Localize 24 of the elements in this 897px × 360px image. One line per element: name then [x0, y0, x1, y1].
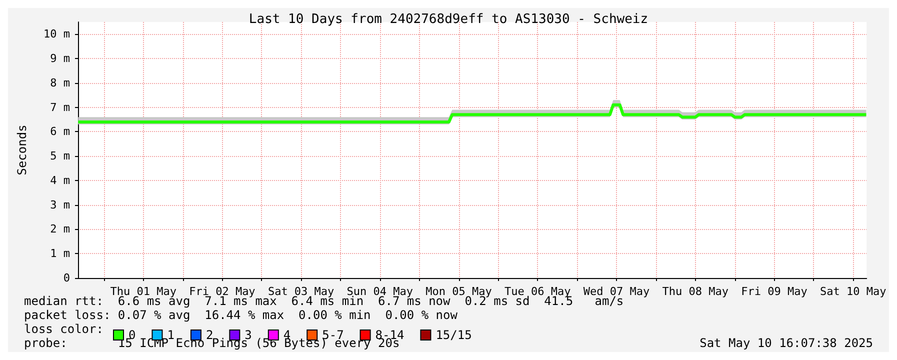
text: loss color:	[24, 322, 104, 336]
y-tick-label: 0	[63, 272, 70, 284]
text: packet loss: 0.07 % avg 16.44 % max 0.00 % min 0.00 % now	[24, 308, 458, 322]
y-tick-label: 6 m	[50, 125, 70, 138]
y-axis-title: Seconds	[15, 124, 29, 176]
legend-label: 15/15	[436, 328, 472, 342]
x-tick-label: Thu 08 May	[662, 285, 729, 298]
y-tick-label: 9 m	[50, 52, 70, 66]
y-tick-label: 1 m	[50, 247, 70, 260]
legend-label: 3	[244, 328, 252, 342]
text: Sat May 10 16:07:38 2025	[700, 336, 873, 350]
y-tick-label: 5 m	[50, 150, 70, 163]
y-tick-label: 2 m	[50, 222, 70, 236]
y-tick-label: 4 m	[50, 174, 70, 187]
x-tick-label: Wed 07 May	[583, 285, 650, 298]
y-tick-label: 7 m	[50, 100, 70, 114]
y-tick-label: 8 m	[50, 76, 70, 90]
x-tick-label: Sat 10 May	[820, 285, 887, 298]
legend-label: 2	[206, 328, 214, 342]
x-tick-label: Fri 09 May	[741, 285, 808, 298]
chart-title: Last 10 Days from 2402768d9eff to AS13030 - Schweiz	[248, 12, 648, 27]
legend-label: 1	[167, 328, 174, 342]
y-tick-label: 3 m	[50, 198, 70, 212]
y-tick-label: 10 m	[44, 28, 70, 41]
